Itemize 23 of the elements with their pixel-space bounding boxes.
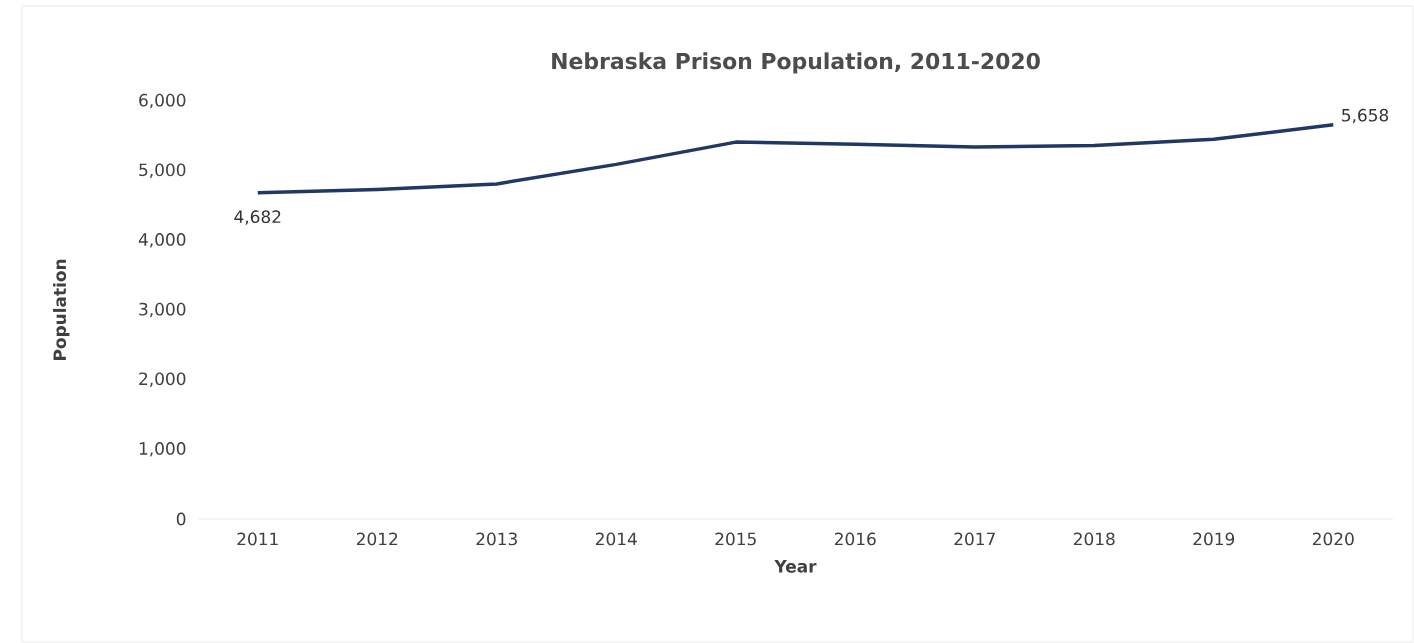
- y-axis-title: Population: [53, 259, 70, 360]
- y-tick-label: 6,000: [139, 93, 186, 109]
- x-tick-label: 2011: [237, 532, 278, 546]
- x-tick-label: 2017: [954, 532, 995, 546]
- y-tick-label: 3,000: [139, 302, 186, 318]
- chart-title: Nebraska Prison Population, 2011-2020: [552, 52, 1040, 74]
- x-tick-label: 2014: [595, 532, 637, 546]
- y-tick-label: 0: [176, 512, 186, 526]
- y-tick-label: 5,000: [139, 163, 186, 178]
- x-axis-title: Year: [774, 560, 817, 573]
- y-tick-label: 4,000: [138, 233, 186, 248]
- data-label: 5,658: [1342, 108, 1389, 124]
- x-tick-label: 2016: [834, 532, 876, 546]
- x-tick-label: 2015: [715, 532, 756, 546]
- y-tick-label: 2,000: [139, 372, 186, 387]
- x-tick-label: 2020: [1312, 532, 1354, 546]
- line-series: [256, 123, 1336, 195]
- x-tick-label: 2013: [476, 532, 517, 546]
- x-tick-label: 2018: [1073, 532, 1115, 546]
- data-label: 4,682: [234, 210, 281, 225]
- y-tick-label: 1,000: [139, 442, 186, 457]
- x-tick-label: 2019: [1193, 532, 1235, 546]
- x-tick-label: 2012: [356, 532, 398, 546]
